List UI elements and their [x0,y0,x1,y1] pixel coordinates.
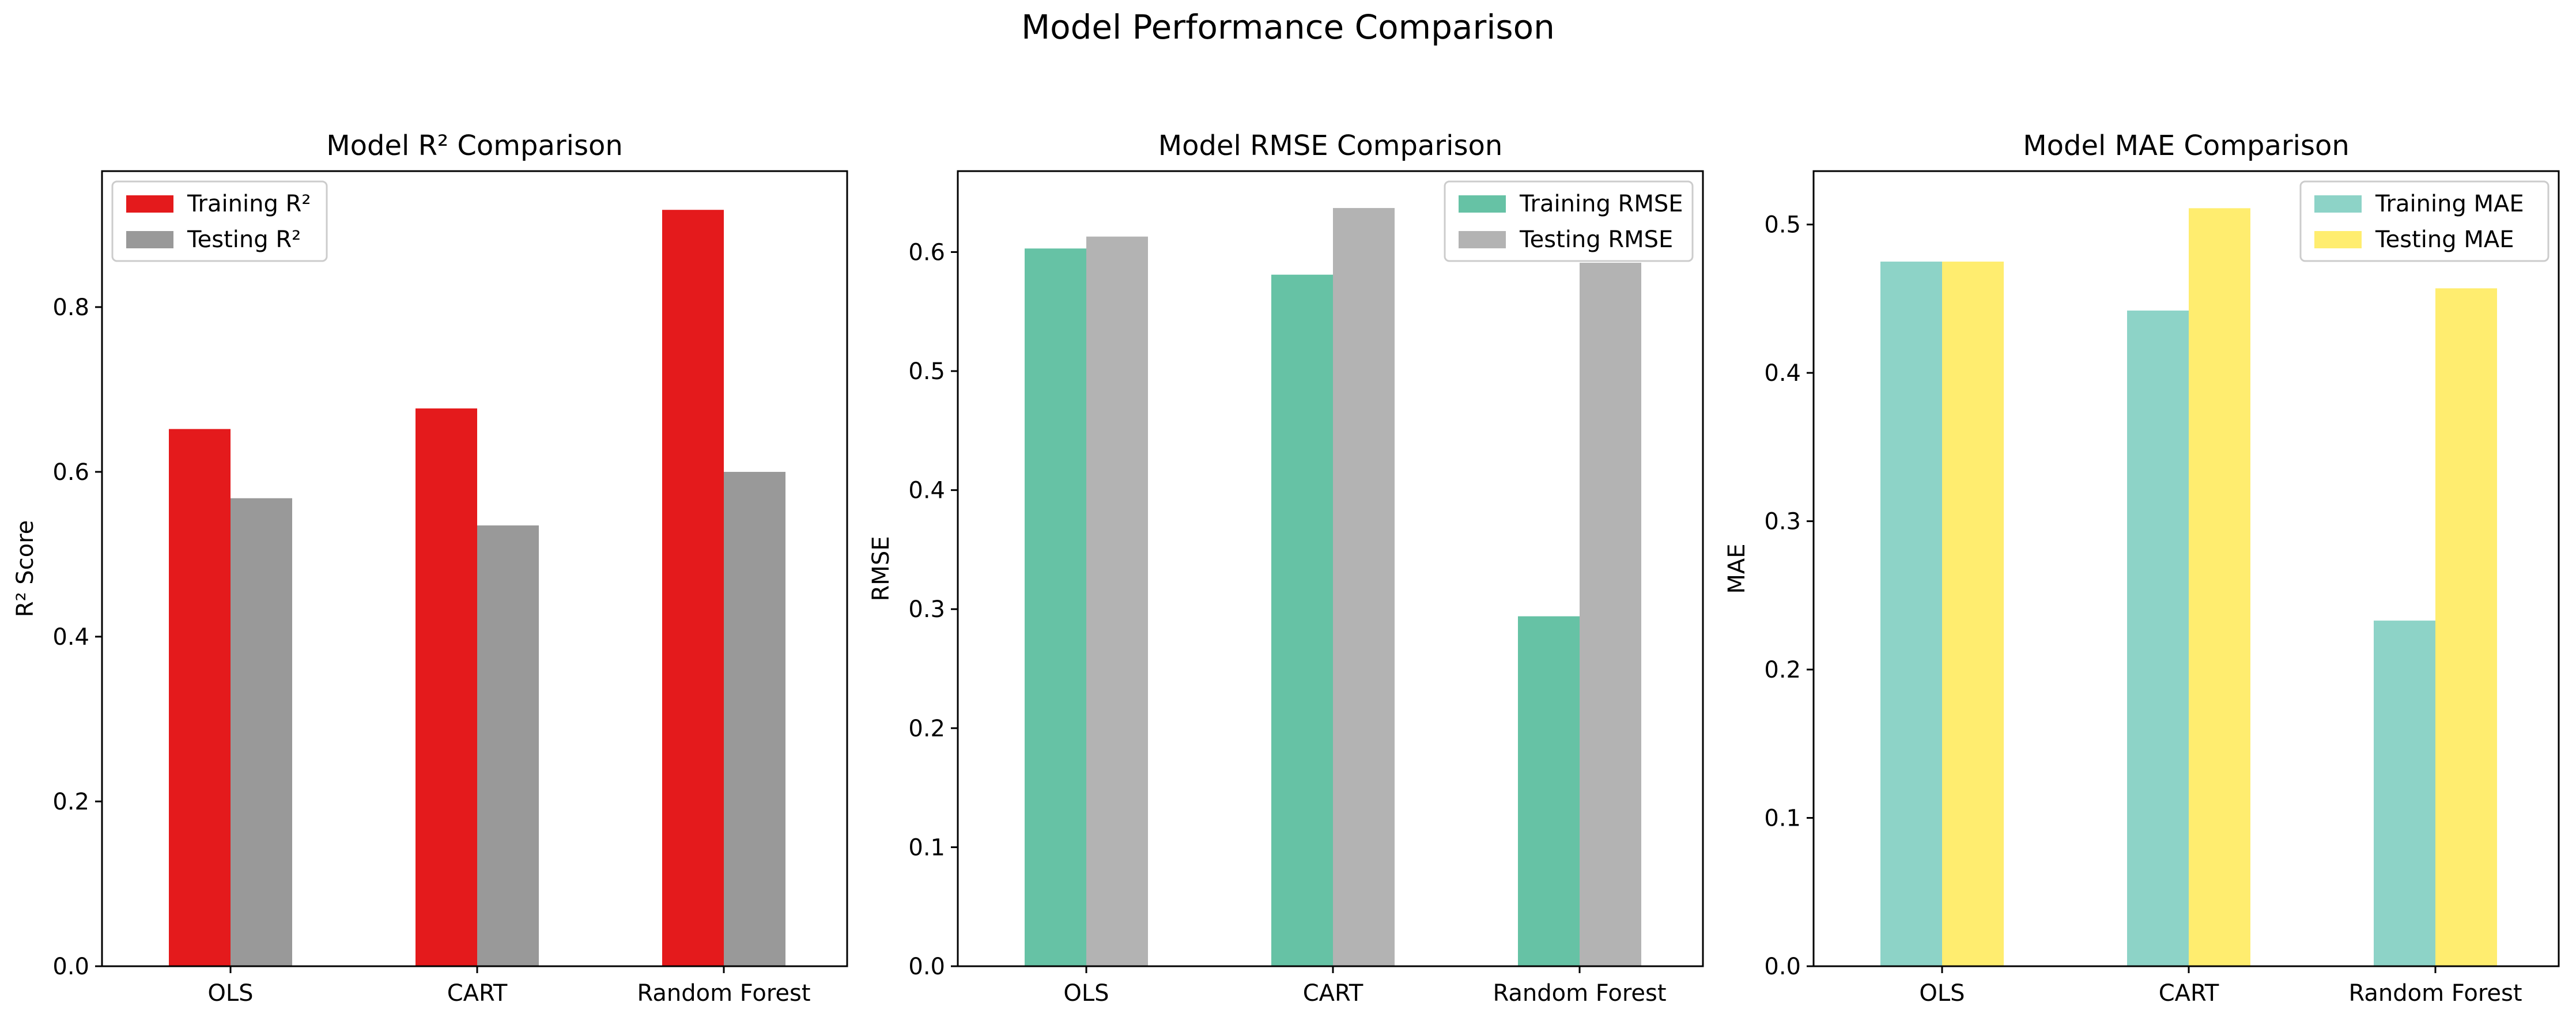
legend-label: Testing RMSE [1519,226,1673,253]
x-tick-label: OLS [1919,980,1965,1007]
legend: Training RMSE Testing RMSE [1444,180,1694,262]
legend-swatch [2314,231,2362,248]
chart-title: Model RMSE Comparison [1158,130,1503,162]
axes-frame [101,170,848,967]
bar-cart-series-2 [477,525,539,966]
bar-random-forest-series-1 [1518,616,1580,966]
y-tick-label: 0.2 [1764,657,1801,683]
legend-label: Testing MAE [2375,226,2514,253]
y-tick-label: 0.1 [908,834,945,861]
y-axis-label: RMSE [868,536,894,602]
bar-ols-series-1 [1025,248,1086,966]
y-tick-label: 0.3 [908,596,945,623]
legend-label: Training MAE [2375,191,2524,217]
figure-title: Model Performance Comparison [1021,7,1555,47]
y-tick-label: 0.3 [1764,509,1801,535]
x-tick-label: Random Forest [1493,980,1666,1007]
chart-panel-3: 0.0 0.1 0.2 0.3 0.4 0.5 OLS CART Random Forest Mo… [1724,130,2560,1007]
axes-frame [1812,170,2560,967]
legend-label: Training R² [187,191,311,217]
legend-swatch [1459,231,1506,248]
y-axis-label: R² Score [12,520,39,618]
x-tick-label: CART [1303,980,1363,1007]
chart-title: Model MAE Comparison [2023,130,2350,162]
legend-box [1444,180,1694,262]
x-tick-label: Random Forest [2348,980,2522,1007]
chart-panel-2: 0.0 0.1 0.2 0.3 0.4 0.5 0.6 OLS CART Random Fores… [868,130,1704,1007]
bar-random-forest-series-1 [2374,621,2435,966]
bar-ols-series-1 [1880,262,1942,966]
y-tick-label: 0.6 [52,459,89,486]
bar-cart-series-1 [1271,274,1333,967]
legend-label: Training RMSE [1519,191,1683,217]
bar-cart-series-1 [2127,311,2189,967]
x-tick-label: Random Forest [637,980,810,1007]
legend: Training MAE Testing MAE [2299,180,2549,262]
x-tick-label: CART [2159,980,2219,1007]
bar-random-forest-series-2 [1580,263,1641,966]
chart-title: Model R² Comparison [326,130,623,162]
legend-swatch [126,195,173,213]
y-tick-label: 0.2 [52,789,89,815]
bar-cart-series-2 [1333,208,1395,966]
bar-ols-series-1 [169,429,231,966]
x-tick-label: CART [447,980,508,1007]
y-tick-label: 0.4 [52,624,89,650]
legend-swatch [126,231,173,248]
y-tick-label: 0.0 [908,954,945,980]
y-axis-label: MAE [1724,543,1750,593]
legend: Training R² Testing R² [111,180,328,262]
chart-panel-1: 0.0 0.2 0.4 0.6 0.8 OLS CART Random Forest Model… [12,130,848,1007]
legend-swatch [1459,195,1506,213]
axes-frame [957,170,1704,967]
y-tick-label: 0.4 [908,478,945,504]
y-tick-label: 0.2 [908,716,945,742]
legend-label: Testing R² [187,226,301,253]
bar-random-forest-series-2 [2435,288,2497,966]
y-tick-label: 0.8 [52,294,89,321]
y-tick-label: 0.5 [908,358,945,385]
x-tick-label: OLS [1063,980,1109,1007]
y-tick-label: 0.5 [1764,212,1801,239]
y-tick-label: 0.0 [52,954,89,980]
y-tick-label: 0.6 [908,239,945,266]
y-tick-label: 0.0 [1764,954,1801,980]
bar-random-forest-series-2 [724,471,785,966]
bar-ols-series-2 [1942,262,2004,966]
y-tick-label: 0.4 [1764,360,1801,387]
bar-cart-series-2 [2189,208,2250,966]
legend-swatch [2314,195,2362,213]
bar-ols-series-2 [231,498,292,966]
y-tick-label: 0.1 [1764,805,1801,832]
x-tick-label: OLS [207,980,253,1007]
legend-box [2299,180,2549,262]
bar-random-forest-series-1 [662,210,724,967]
bar-cart-series-1 [416,408,477,966]
bar-ols-series-2 [1086,236,1148,966]
